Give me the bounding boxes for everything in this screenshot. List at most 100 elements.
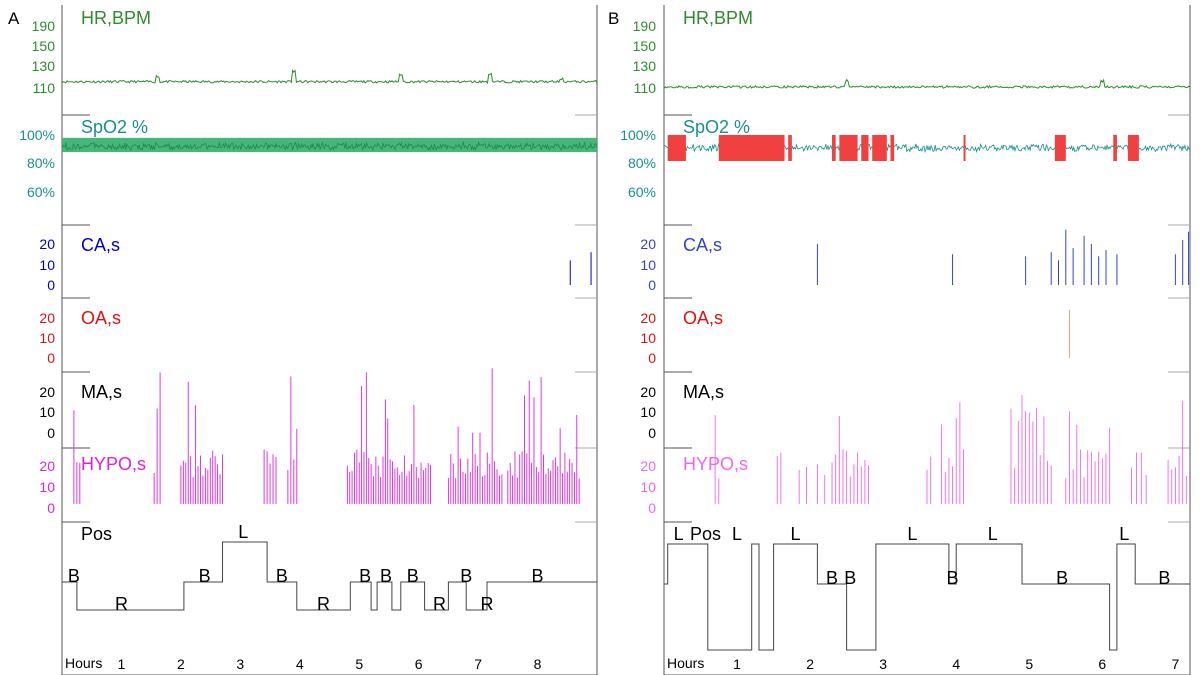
- ma-tick-label: 10: [640, 404, 656, 420]
- oa-label: OA,s: [81, 308, 121, 328]
- pos-label: Pos: [690, 524, 721, 544]
- position-letter: B: [1056, 568, 1068, 588]
- ca-tick-label: 0: [47, 277, 55, 293]
- oa-tick-label: 0: [47, 350, 55, 366]
- spo2-tick-label: 80%: [27, 155, 55, 171]
- x-tick-label: 4: [952, 656, 960, 672]
- spo2-artifact-block: [788, 135, 792, 161]
- position-letter: B: [68, 566, 80, 586]
- ca-tick-label: 0: [648, 277, 656, 293]
- position-letter: L: [674, 524, 684, 544]
- spo2-label: SpO2 %: [683, 117, 750, 137]
- spo2-artifact-block: [839, 135, 858, 161]
- position-letter: L: [988, 524, 998, 544]
- pos-label: Pos: [81, 524, 112, 544]
- hr-label: HR,BPM: [81, 8, 151, 28]
- ma-tick-label: 0: [648, 425, 656, 441]
- x-tick-label: 2: [806, 656, 814, 672]
- position-letter: L: [732, 524, 742, 544]
- x-axis-label: Hours: [667, 655, 704, 671]
- spo2-artifact-block: [718, 135, 785, 161]
- ma-tick-label: 20: [39, 384, 55, 400]
- x-tick-label: 4: [296, 656, 304, 672]
- hr-tick-label: 130: [32, 58, 56, 74]
- spo2-tick-label: 100%: [620, 127, 656, 143]
- oa-tick-label: 10: [640, 330, 656, 346]
- position-letter: L: [907, 524, 917, 544]
- hr-tick-label: 150: [32, 38, 56, 54]
- spo2-artifact-block: [963, 135, 966, 161]
- ca-tick-label: 20: [640, 236, 656, 252]
- hr-tick-label: 130: [633, 58, 657, 74]
- position-letter: R: [433, 594, 446, 614]
- hr-tick-label: 190: [633, 18, 657, 34]
- spo2-trace: [61, 140, 598, 152]
- ca-label: CA,s: [81, 235, 120, 255]
- ma-tick-label: 0: [47, 425, 55, 441]
- position-letter: B: [359, 566, 371, 586]
- ca-tick-label: 10: [640, 257, 656, 273]
- x-tick-label: 7: [1171, 656, 1179, 672]
- x-tick-label: 5: [355, 656, 363, 672]
- spo2-tick-label: 60%: [628, 184, 656, 200]
- x-tick-label: 3: [879, 656, 887, 672]
- position-letter: B: [407, 566, 419, 586]
- hypo-tick-label: 0: [47, 500, 55, 516]
- position-letter: B: [460, 566, 472, 586]
- position-letter: L: [238, 522, 248, 542]
- x-tick-label: 7: [474, 656, 482, 672]
- x-tick-label: 2: [177, 656, 185, 672]
- position-trace: [62, 541, 597, 611]
- hr-tick-label: 110: [33, 80, 56, 96]
- hypo-label: HYPO,s: [81, 454, 146, 474]
- x-tick-label: 8: [534, 656, 542, 672]
- ca-tick-label: 10: [39, 257, 55, 273]
- spo2-artifact-block: [890, 135, 895, 161]
- position-letter: R: [115, 594, 128, 614]
- ca-tick-label: 20: [39, 236, 55, 252]
- position-letter: B: [844, 568, 856, 588]
- position-letter: L: [790, 524, 800, 544]
- spo2-artifact-block: [1127, 135, 1139, 161]
- x-tick-label: 3: [236, 656, 244, 672]
- spo2-artifact-block: [1113, 135, 1117, 161]
- hr-trace: [61, 68, 598, 84]
- spo2-tick-label: 100%: [19, 127, 55, 143]
- panel-label: A: [8, 9, 20, 28]
- oa-tick-label: 10: [39, 330, 55, 346]
- position-letter: L: [1119, 524, 1129, 544]
- hr-tick-label: 110: [634, 80, 657, 96]
- hypo-tick-label: 20: [39, 458, 55, 474]
- oa-tick-label: 0: [648, 350, 656, 366]
- x-tick-label: 5: [1025, 656, 1033, 672]
- ma-label: MA,s: [683, 382, 724, 402]
- position-letter: B: [947, 568, 959, 588]
- x-tick-label: 1: [733, 656, 741, 672]
- hypo-tick-label: 20: [640, 458, 656, 474]
- oa-tick-label: 20: [640, 310, 656, 326]
- position-letter: R: [481, 594, 494, 614]
- hypo-tick-label: 10: [39, 479, 55, 495]
- oa-tick-label: 20: [39, 310, 55, 326]
- position-letter: B: [380, 566, 392, 586]
- spo2-artifact-block: [832, 135, 836, 161]
- position-letter: R: [317, 594, 330, 614]
- spo2-tick-label: 60%: [27, 184, 55, 200]
- spo2-artifact-block: [667, 135, 686, 161]
- hr-trace: [663, 78, 1191, 90]
- spo2-artifact-block: [861, 135, 869, 161]
- position-letter: B: [1158, 568, 1170, 588]
- x-axis-label: Hours: [65, 655, 102, 671]
- spo2-tick-label: 80%: [628, 155, 656, 171]
- position-letter: B: [276, 566, 288, 586]
- position-trace: [664, 543, 1190, 651]
- position-letter: B: [199, 566, 211, 586]
- ma-label: MA,s: [81, 382, 122, 402]
- x-tick-label: 6: [1098, 656, 1106, 672]
- spo2-artifact-block: [1054, 135, 1066, 161]
- spo2-label: SpO2 %: [81, 117, 148, 137]
- spo2-artifact-block: [872, 135, 887, 161]
- hypo-tick-label: 0: [648, 500, 656, 516]
